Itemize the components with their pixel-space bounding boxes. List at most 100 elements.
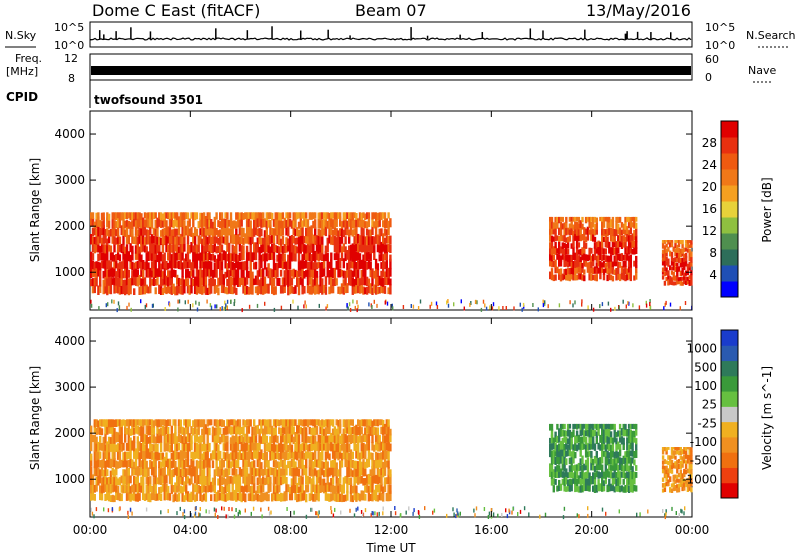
velocity-echo-cell [177, 433, 181, 443]
velocity-echo-cell [208, 474, 211, 486]
power-echo-cell [292, 212, 295, 221]
velocity-echo-cell [303, 434, 306, 444]
velocity-echo-cell [324, 451, 328, 460]
velocity-scatter-cell [378, 511, 380, 516]
velocity-echo-cell [357, 450, 360, 460]
velocity-echo-cell [229, 439, 233, 451]
velocity-x-tick-label: 08:00 [273, 523, 308, 537]
power-echo-cell [340, 228, 344, 238]
velocity-echo-cell [362, 449, 365, 459]
velocity-echo-cell [136, 491, 139, 502]
velocity-echo-cell [183, 459, 186, 469]
power-scatter-cell [581, 302, 583, 307]
velocity-echo-cell [176, 451, 179, 460]
power-echo-cell [360, 212, 363, 220]
power-echo-cell [91, 236, 95, 245]
velocity-echo-cell [176, 467, 179, 476]
velocity-echo-cell [279, 419, 283, 426]
velocity-echo-cell [595, 451, 598, 458]
velocity-echo-cell [195, 434, 199, 442]
power-echo-cell [204, 284, 208, 295]
power-echo-cell [583, 253, 586, 260]
velocity-echo-cell [172, 485, 175, 493]
velocity-echo-cell [577, 443, 581, 450]
velocity-echo-cell [622, 437, 625, 445]
power-echo-cell [276, 254, 279, 262]
velocity-echo-cell [684, 460, 688, 465]
power-scatter-cell [241, 308, 243, 313]
velocity-echo-cell [385, 424, 388, 435]
velocity-echo-cell [262, 453, 265, 460]
velocity-echo-cell [566, 447, 570, 457]
power-echo-cell [310, 212, 313, 220]
power-echo-cell [684, 243, 688, 247]
velocity-echo-cell [143, 466, 147, 477]
power-echo-cell [260, 284, 263, 295]
velocity-echo-cell [272, 427, 276, 436]
power-echo-cell [161, 218, 165, 228]
power-echo-cell [387, 287, 390, 295]
velocity-echo-cell [622, 423, 625, 430]
power-echo-cell [602, 216, 606, 223]
power-echo-cell [115, 276, 118, 286]
power-echo-cell [602, 248, 606, 255]
power-echo-cell [279, 244, 283, 253]
velocity-echo-cell [174, 460, 177, 469]
power-echo-cell [310, 225, 313, 236]
velocity-echo-cell [99, 469, 102, 477]
velocity-echo-cell [109, 477, 113, 484]
power-echo-cell [665, 251, 668, 257]
power-echo-cell [90, 268, 93, 278]
velocity-echo-cell [335, 462, 338, 469]
power-echo-cell [380, 212, 383, 221]
power-echo-cell [674, 266, 677, 272]
power-echo-cell [102, 217, 105, 228]
power-echo-cell [351, 258, 354, 269]
power-echo-cell [149, 217, 152, 228]
power-echo-cell [306, 268, 310, 279]
power-echo-cell [611, 220, 615, 229]
power-echo-cell [559, 227, 563, 236]
power-echo-cell [595, 247, 598, 254]
power-scatter-cell [126, 305, 128, 310]
power-echo-cell [150, 243, 154, 254]
velocity-echo-cell [362, 467, 365, 477]
velocity-echo-cell [102, 476, 105, 484]
velocity-echo-cell [344, 443, 347, 452]
velocity-echo-cell [677, 464, 681, 470]
velocity-echo-cell [253, 482, 256, 494]
velocity-echo-cell [190, 467, 193, 477]
velocity-echo-cell [382, 440, 385, 451]
power-echo-cell [581, 247, 584, 255]
velocity-echo-cell [152, 458, 156, 468]
velocity-echo-cell [312, 434, 315, 444]
velocity-echo-cell [606, 435, 609, 445]
power-echo-cell [219, 266, 222, 277]
velocity-echo-cell [235, 482, 238, 493]
velocity-echo-cell [371, 465, 374, 476]
velocity-echo-cell [631, 470, 634, 480]
power-echo-cell [346, 283, 349, 293]
velocity-echo-cell [106, 490, 109, 501]
power-echo-cell [142, 277, 145, 286]
velocity-echo-cell [633, 484, 636, 492]
power-echo-cell [362, 212, 365, 219]
velocity-echo-cell [677, 487, 681, 493]
velocity-echo-cell [265, 475, 268, 485]
power-echo-cell [670, 266, 674, 271]
velocity-echo-cell [677, 459, 681, 464]
power-echo-cell [559, 258, 563, 267]
velocity-echo-cell [367, 457, 371, 468]
velocity-echo-cell [371, 426, 374, 435]
power-echo-cell [676, 275, 679, 281]
velocity-echo-cell [570, 456, 573, 464]
velocity-echo-cell [222, 477, 225, 485]
power-echo-cell [97, 261, 100, 270]
power-echo-cell [606, 267, 609, 275]
power-echo-cell [683, 247, 686, 253]
velocity-echo-cell [294, 449, 297, 460]
power-echo-cell [351, 270, 354, 278]
velocity-echo-cell [107, 436, 111, 445]
power-echo-cell [260, 269, 263, 278]
